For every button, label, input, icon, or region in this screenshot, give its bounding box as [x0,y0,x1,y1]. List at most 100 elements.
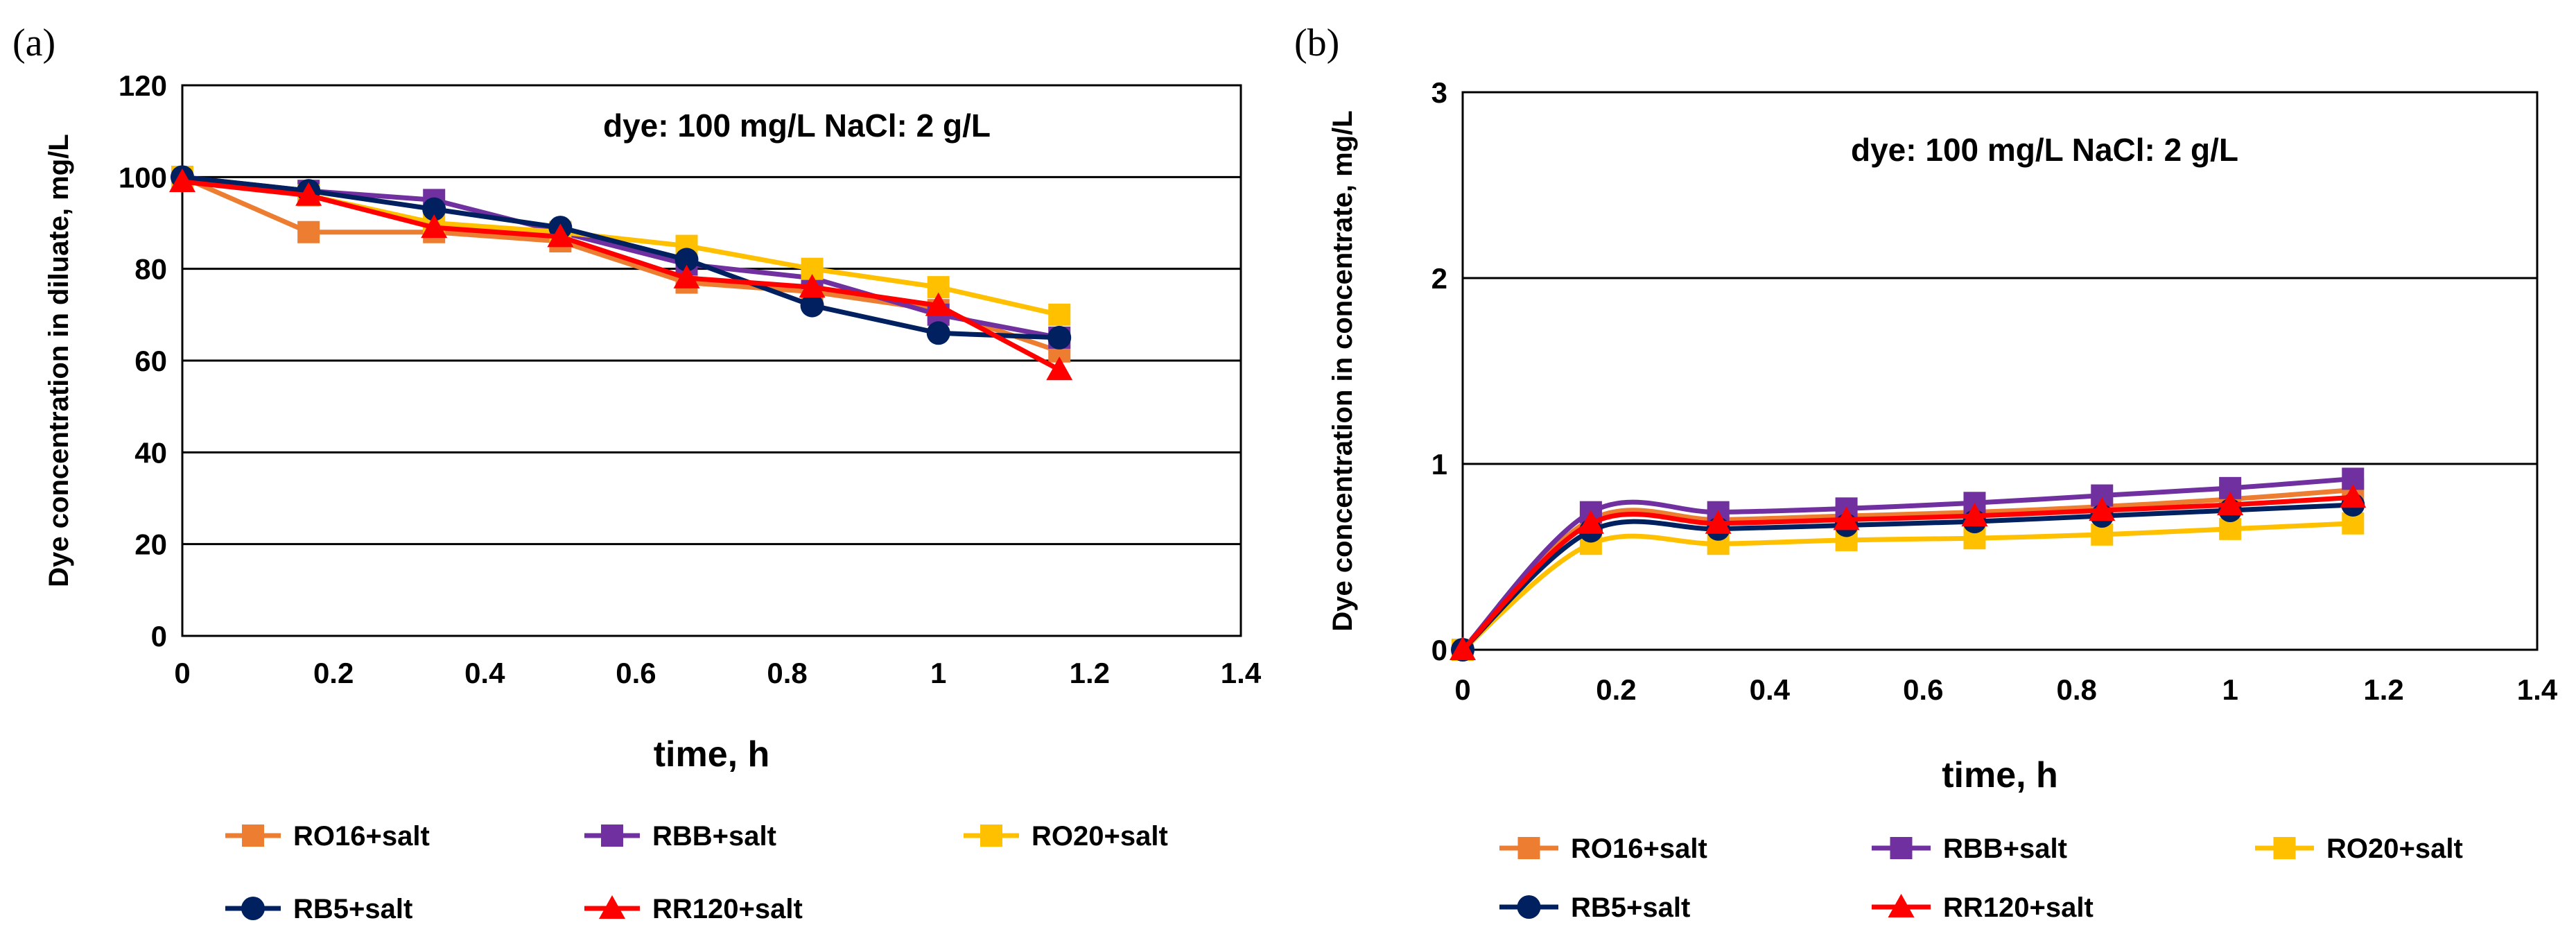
data-point [1046,356,1073,381]
legend-swatch-marker [242,825,264,847]
y-tick-label: 60 [134,345,167,377]
data-point [422,197,446,221]
legend: RO16+salt RBB+salt RO20+salt RB5+salt RR120+… [1499,834,2463,923]
x-tick-label: 1.2 [2363,673,2403,706]
condition-annotation: dye: 100 mg/L NaCl: 2 g/L [1851,132,2238,168]
legend-swatch-marker [1890,837,1913,859]
legend-swatch-marker [599,895,625,919]
x-tick-label: 1 [2222,673,2238,706]
data-point [169,168,195,192]
legend-swatch-marker [1517,895,1541,919]
series-RBB+salt [1452,467,2365,661]
x-tick-label: 0 [174,657,190,689]
legend-item: RBB+salt [1872,834,2067,864]
data-point [799,274,826,298]
panel-label: (b) [1294,21,1339,64]
data-point [926,321,950,345]
y-tick-label: 120 [119,69,167,102]
legend-item: RR120+salt [584,894,803,924]
x-tick-label: 0.2 [313,657,354,689]
x-axis-label: time, h [654,734,770,775]
legend-swatch-marker [241,897,265,920]
y-tick-label: 80 [134,253,167,286]
series-RR120+salt [169,168,1073,381]
data-point [1577,510,1604,534]
legend-item: RO16+salt [1499,834,1707,864]
x-tick-label: 0.2 [1596,673,1636,706]
y-tick-label: 2 [1431,262,1447,295]
legend-label: RR120+salt [652,894,803,924]
legend-label: RO16+salt [1571,834,1707,864]
data-point [1961,503,1988,527]
series-line [182,174,1060,340]
x-tick-label: 0.4 [464,657,505,689]
legend-label: RB5+salt [1571,892,1690,923]
data-point [675,248,699,272]
panel-label: (a) [12,21,55,64]
data-point [673,264,700,288]
data-point [547,223,574,248]
legend-swatch-marker [1888,894,1915,917]
data-point [1048,303,1071,326]
legend-item: RR120+salt [1872,892,2094,923]
y-tick-label: 1 [1431,448,1447,481]
condition-annotation: dye: 100 mg/L NaCl: 2 g/L [603,107,991,144]
legend-swatch-marker [1517,837,1540,859]
y-tick-label: 100 [119,161,167,193]
x-tick-label: 1.4 [1221,657,1262,689]
legend-item: RO20+salt [2255,834,2463,864]
x-tick-label: 0.6 [1903,673,1943,706]
legend-swatch-marker [980,825,1002,847]
data-point [1705,510,1732,534]
x-tick-label: 0.8 [767,657,807,689]
legend-swatch-marker [2273,837,2296,859]
plot-area-frame [1461,91,2539,651]
data-point [297,221,320,243]
x-axis-label: time, h [1942,755,2058,795]
plot-area-frame [181,84,1242,637]
data-point [800,293,824,318]
y-axis-label: Dye concentration in diluate, mg/L [44,134,74,587]
data-point [421,214,448,239]
x-tick-label: 0.8 [2057,673,2097,706]
legend-item: RB5+salt [225,894,412,924]
legend-label: RO20+salt [1032,821,1168,852]
x-tick-label: 1.4 [2517,673,2558,706]
data-point [2340,484,2367,508]
legend-item: RBB+salt [584,821,776,852]
x-tick-label: 0.6 [616,657,656,689]
x-tick-label: 1.2 [1070,657,1110,689]
legend-label: RBB+salt [652,821,776,852]
panel-a: (a) 0 20 40 60 80 100 120 0 0.2 0.4 0.6 0.8 1 1.2 1.4 ti… [12,21,1262,924]
legend-label: RR120+salt [1943,892,2094,923]
data-point [925,292,952,316]
y-tick-label: 0 [1431,634,1447,666]
y-tick-label: 0 [151,620,167,653]
legend-label: RBB+salt [1943,834,2067,864]
series-line [182,179,1061,372]
y-tick-label: 3 [1431,76,1447,109]
x-tick-label: 0 [1454,673,1470,706]
data-point [1450,637,1476,660]
data-point [2217,491,2244,515]
legend-label: RO16+salt [293,821,430,852]
y-tick-label: 20 [134,528,167,561]
data-point [1047,325,1072,349]
legend-label: RO20+salt [2326,834,2463,864]
x-tick-label: 0.4 [1750,673,1791,706]
legend-item: RB5+salt [1499,892,1690,923]
panel-b: (b) 0 1 2 3 0 0.2 0.4 0.6 0.8 1 1.2 1.4 time, h Dye co… [1294,21,2558,923]
legend-swatch-marker [601,825,623,847]
data-point [1833,506,1860,530]
legend-item: RO20+salt [964,821,1168,852]
y-tick-label: 40 [134,436,167,469]
y-axis-label: Dye concentration in concentrate, mg/L [1328,110,1358,631]
series-RR120+salt [1450,484,2367,660]
data-point [2089,497,2116,521]
legend: RO16+salt RBB+salt RO20+salt RB5+salt RR120+… [225,821,1168,924]
legend-item: RO16+salt [225,821,430,852]
data-point [295,182,322,206]
legend-label: RB5+salt [293,894,412,924]
x-tick-label: 1 [930,657,946,689]
